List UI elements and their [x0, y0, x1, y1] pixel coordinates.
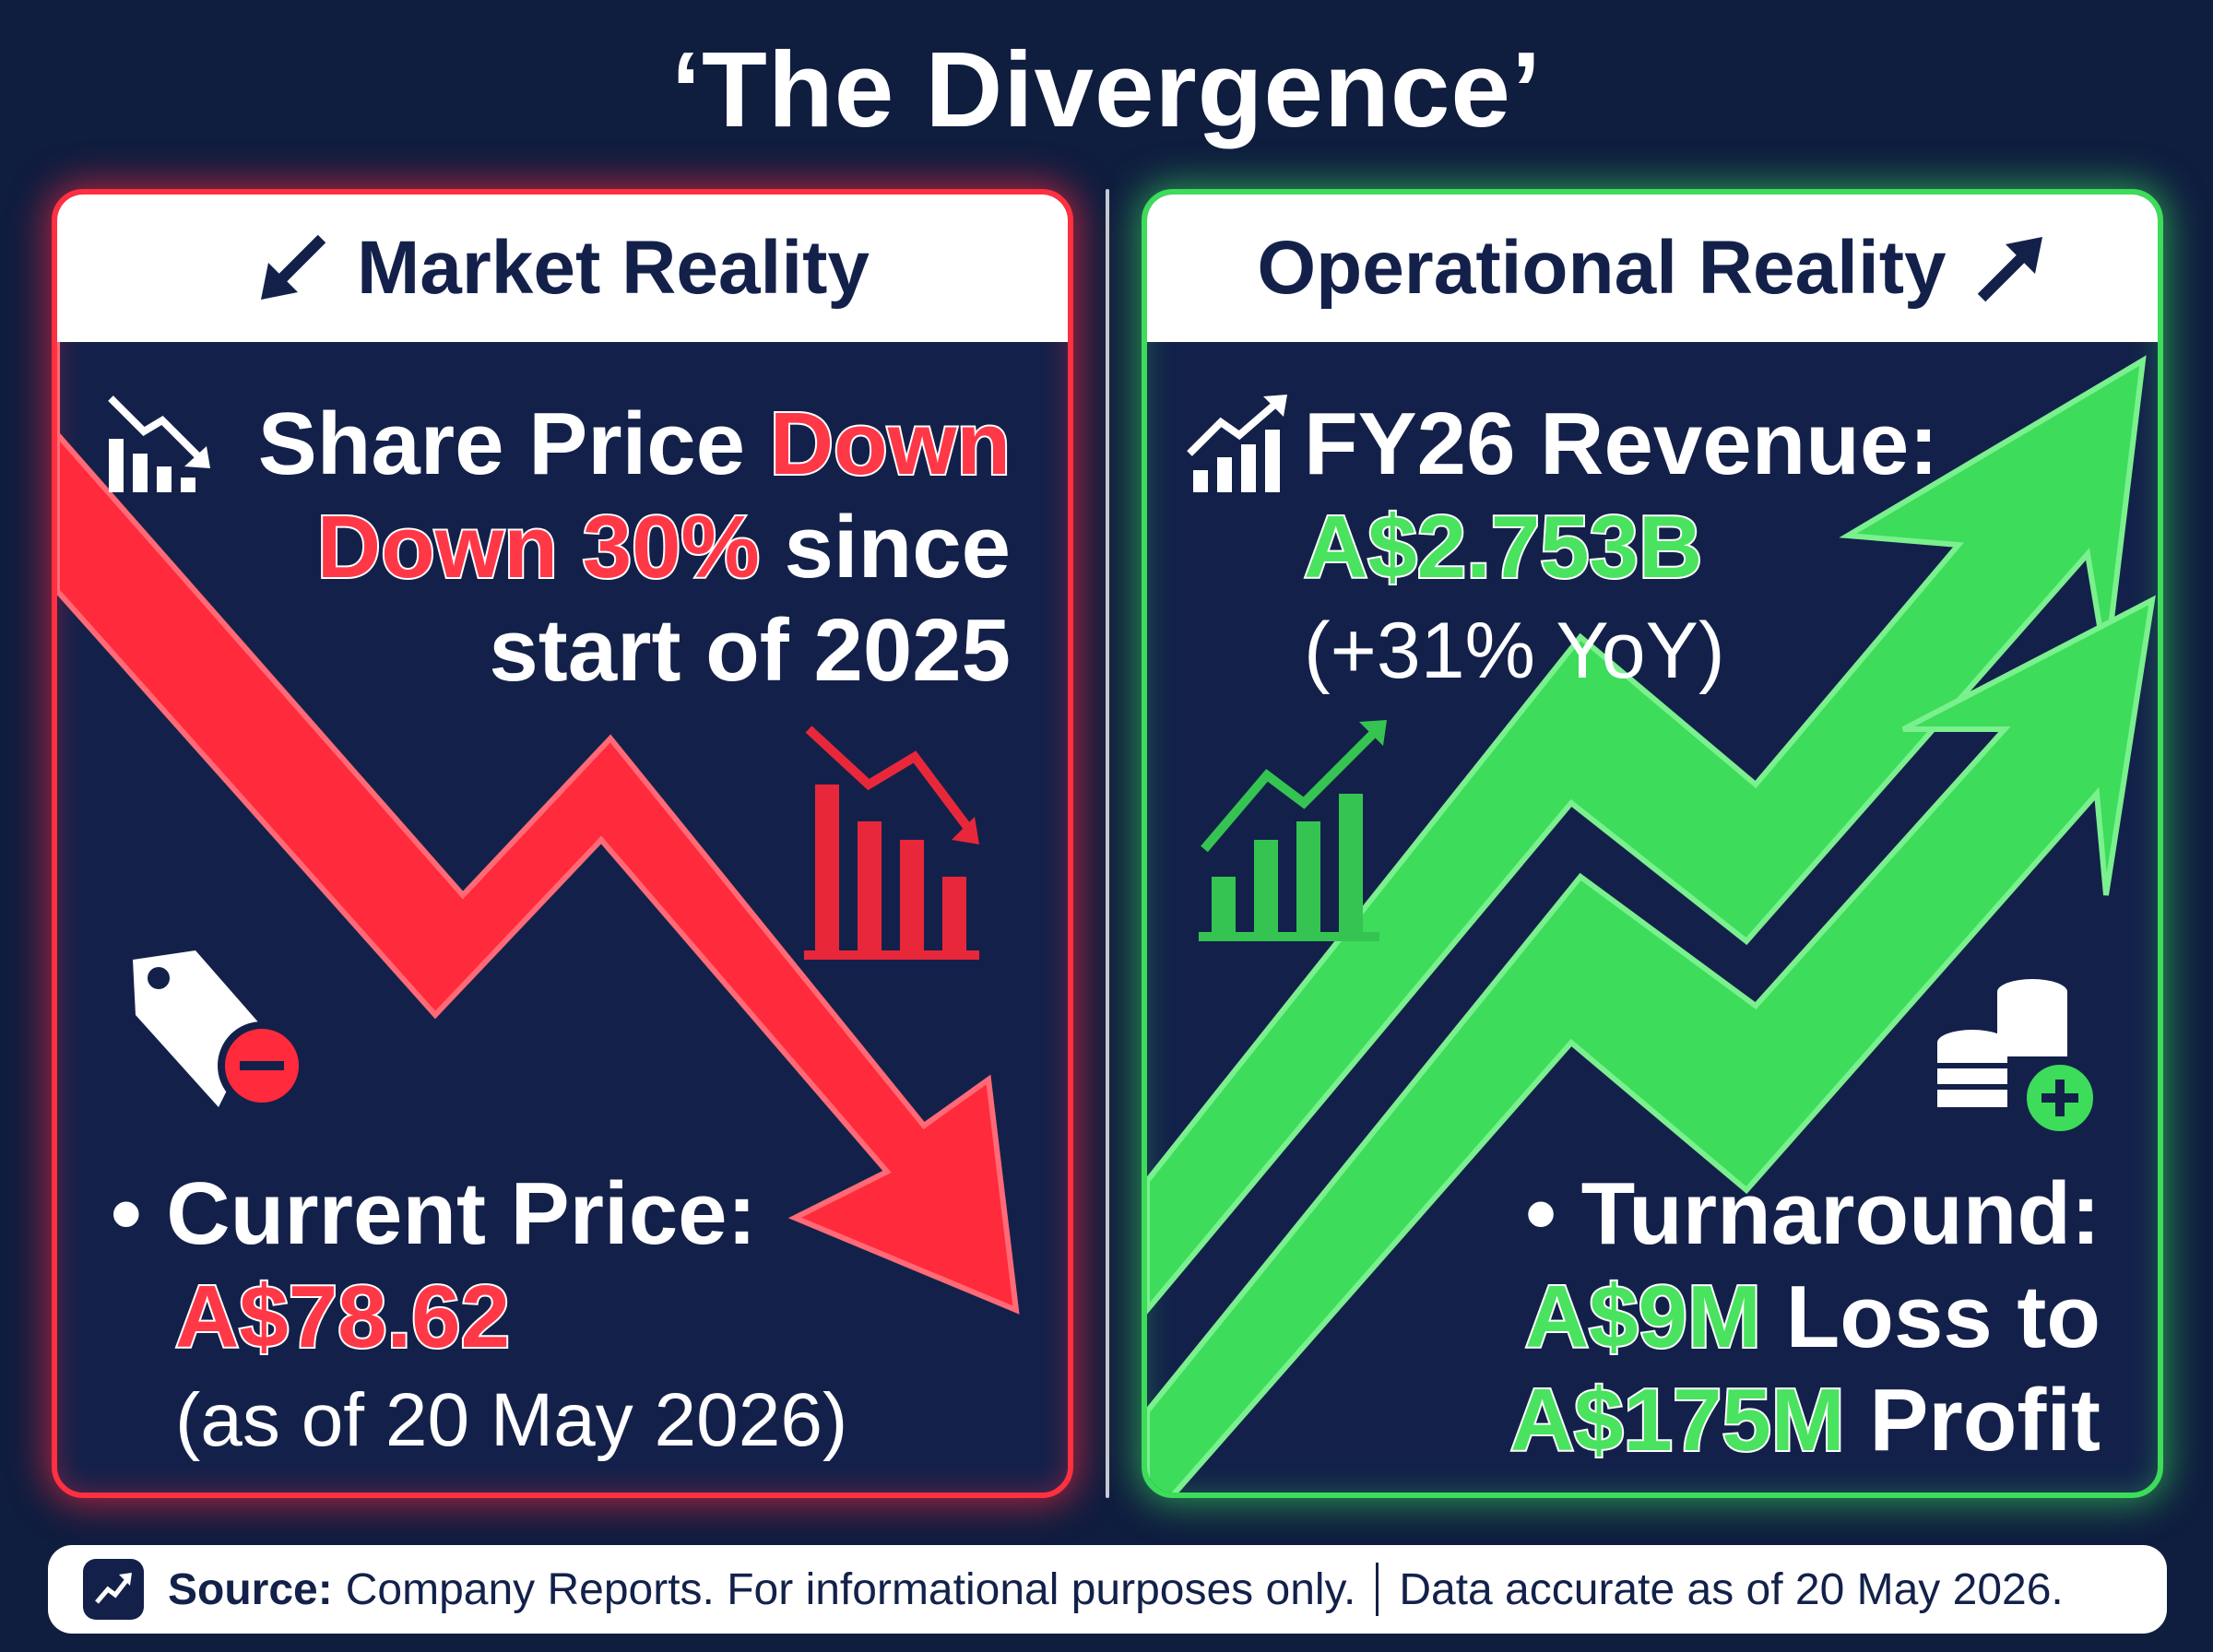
operational-reality-header: Operational Reality	[1147, 195, 2158, 342]
current-price-note: (as of 20 May 2026)	[175, 1378, 848, 1462]
bullet: •	[111, 1164, 142, 1263]
share-price-since: since	[784, 498, 1011, 596]
source-text: Company Reports. For informational purpo…	[345, 1564, 1356, 1614]
chart-up-icon	[1187, 395, 1287, 492]
market-reality-panel: Market Reality Share Price Down Down 30%…	[52, 189, 1073, 1498]
bar-chart-down-icon	[804, 726, 979, 960]
falling-arrow-icon	[57, 314, 1020, 1315]
operational-reality-title: Operational Reality	[1257, 226, 1947, 310]
center-divider	[1106, 189, 1109, 1498]
arrow-up-right-icon	[1977, 237, 2042, 302]
market-reality-header: Market Reality	[57, 195, 1068, 342]
rising-arrows-icon	[1147, 355, 2156, 1493]
share-price-down-30: Down 30%	[315, 496, 762, 598]
turnaround-block: • Turnaround: A$9M Loss to A$175M Profit	[1509, 1162, 2101, 1472]
turnaround-loss-suffix: Loss to	[1785, 1268, 2101, 1366]
revenue-value: A$2.753B	[1302, 496, 1704, 598]
operational-reality-panel: Operational Reality FY26 Revenue: A$2.75…	[1142, 189, 2163, 1498]
revenue-block: FY26 Revenue: A$2.753B (+31% YoY)	[1302, 393, 1939, 702]
current-price-block: • Current Price: A$78.62 (as of 20 May 2…	[111, 1162, 847, 1472]
bar-chart-up-icon	[1199, 720, 1387, 941]
footer-separator	[1376, 1563, 1379, 1616]
share-price-text: Share Price Down Down 30% since start of…	[257, 393, 1012, 702]
revenue-label: FY26 Revenue:	[1304, 395, 1939, 493]
turnaround-label: Turnaround:	[1580, 1164, 2101, 1263]
market-reality-title: Market Reality	[356, 226, 870, 310]
source-footer: Source: Company Reports. For information…	[48, 1545, 2167, 1634]
current-price-label: Current Price:	[166, 1164, 757, 1263]
turnaround-profit-suffix: Profit	[1869, 1371, 2101, 1469]
accuracy-text: Data accurate as of 20 May 2026.	[1399, 1564, 2064, 1614]
turnaround-loss: A$9M	[1523, 1266, 1763, 1368]
coins-plus-icon	[1937, 979, 2101, 1139]
price-tag-minus-icon	[133, 950, 306, 1110]
turnaround-profit: A$175M	[1509, 1369, 1847, 1471]
share-price-label: Share Price	[257, 395, 746, 493]
share-price-down: Down	[768, 393, 1012, 495]
revenue-growth: (+31% YoY)	[1304, 607, 1725, 695]
trend-up-icon	[83, 1559, 144, 1620]
page-title: ‘The Divergence’	[670, 30, 1543, 149]
source-label: Source:	[168, 1564, 333, 1614]
arrow-down-left-icon	[260, 234, 326, 300]
share-price-start-of-2025: start of 2025	[489, 601, 1011, 700]
current-price-value: A$78.62	[173, 1266, 512, 1368]
chart-down-icon	[108, 395, 210, 492]
bullet: •	[1525, 1164, 1556, 1263]
